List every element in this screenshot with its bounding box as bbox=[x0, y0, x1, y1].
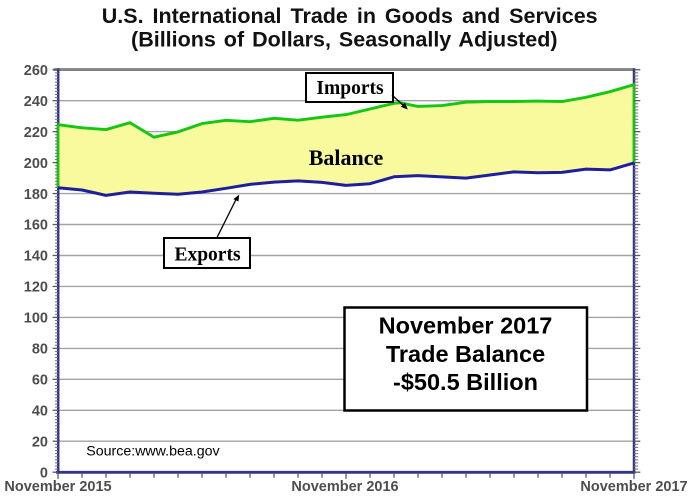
svg-text:260: 260 bbox=[24, 63, 48, 79]
svg-text:Trade Balance: Trade Balance bbox=[386, 341, 545, 367]
svg-text:220: 220 bbox=[24, 125, 48, 141]
svg-text:Exports: Exports bbox=[174, 245, 241, 266]
svg-text:November 2017: November 2017 bbox=[379, 313, 553, 339]
svg-text:240: 240 bbox=[24, 94, 48, 110]
svg-text:100: 100 bbox=[24, 311, 48, 327]
svg-text:180: 180 bbox=[24, 187, 48, 203]
svg-text:-$50.5 Billion: -$50.5 Billion bbox=[393, 369, 538, 395]
svg-text:November 2016: November 2016 bbox=[291, 479, 398, 495]
svg-text:160: 160 bbox=[24, 218, 48, 234]
svg-text:November 2015: November 2015 bbox=[4, 479, 111, 495]
svg-text:40: 40 bbox=[32, 404, 48, 420]
svg-text:80: 80 bbox=[32, 342, 48, 358]
svg-text:0: 0 bbox=[40, 465, 48, 481]
svg-text:Source:www.bea.gov: Source:www.bea.gov bbox=[86, 444, 220, 460]
svg-text:(Billions of Dollars, Seasonal: (Billions of Dollars, Seasonally Adjuste… bbox=[131, 28, 558, 52]
svg-text:Balance: Balance bbox=[309, 145, 384, 170]
svg-text:60: 60 bbox=[32, 373, 48, 389]
svg-text:120: 120 bbox=[24, 280, 48, 296]
svg-text:November 2017: November 2017 bbox=[580, 479, 687, 495]
svg-text:Imports: Imports bbox=[316, 78, 384, 99]
svg-text:200: 200 bbox=[24, 156, 48, 172]
svg-text:U.S. International Trade in Go: U.S. International Trade in Goods and Se… bbox=[102, 4, 598, 28]
svg-text:140: 140 bbox=[24, 249, 48, 265]
svg-text:20: 20 bbox=[32, 434, 48, 450]
